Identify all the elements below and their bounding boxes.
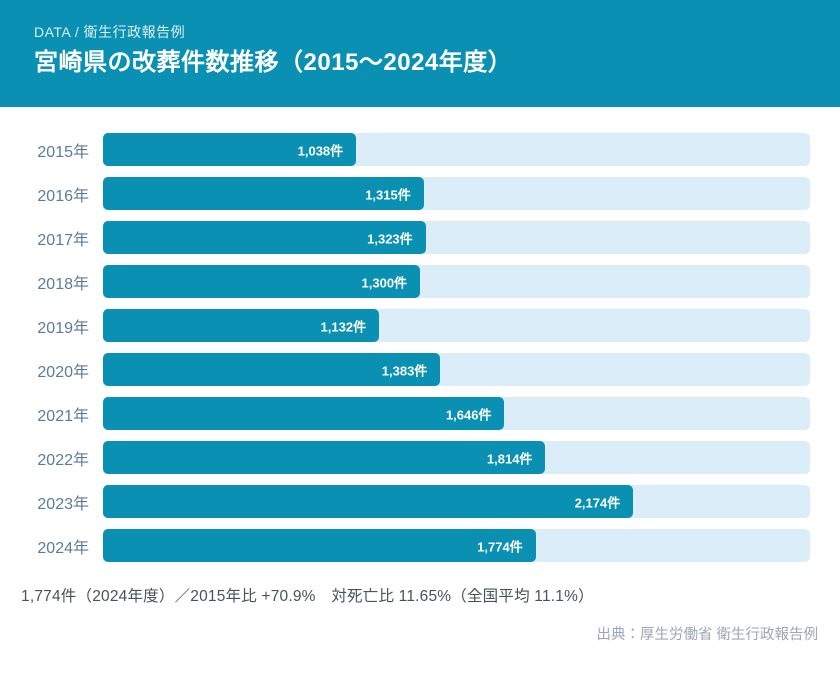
chart-row: 2023年 2,174件: [20, 485, 810, 518]
chart-row: 2015年 1,038件: [20, 133, 810, 166]
year-label: 2024年: [37, 539, 89, 557]
year-label: 2020年: [37, 363, 89, 381]
year-label: 2018年: [37, 275, 89, 293]
bar-value-label: 1,038件: [297, 143, 344, 158]
bar-track: 1,383件: [103, 353, 810, 386]
bar: 1,646件: [103, 397, 505, 430]
chart-row: 2022年 1,814件: [20, 441, 810, 474]
bar-chart: 2015年 1,038件 2016年 1,315件 2017年 1,323件 2018年 1,…: [0, 133, 840, 562]
bar-value-label: 1,132件: [320, 319, 367, 334]
bar-track: 1,300件: [103, 265, 810, 298]
chart-row: 2019年 1,132件: [20, 309, 810, 342]
bar: 1,132件: [103, 309, 380, 342]
year-label: 2023年: [37, 495, 89, 513]
bar: 1,315件: [103, 177, 424, 210]
bar-value-label: 1,323件: [367, 231, 413, 246]
chart-row: 2017年 1,323件: [20, 221, 810, 254]
year-label: 2019年: [37, 319, 89, 337]
bar-track: 1,814件: [103, 441, 810, 474]
year-label: 2022年: [37, 451, 89, 469]
bar: 1,814件: [103, 441, 546, 474]
year-label: 2016年: [37, 187, 89, 205]
bar: 1,300件: [103, 265, 421, 298]
chart-rows: 2015年 1,038件 2016年 1,315件 2017年 1,323件 2018年 1,…: [20, 133, 810, 562]
header-banner: DATA / 衛生行政報告例 宮崎県の改葬件数推移（2015〜2024年度）: [0, 0, 840, 107]
year-label: 2017年: [37, 231, 89, 249]
chart-row: 2020年 1,383件: [20, 353, 810, 386]
bar-track: 1,323件: [103, 221, 810, 254]
bar-value-label: 1,814件: [486, 451, 533, 466]
bar-value-label: 1,774件: [477, 539, 523, 554]
source-attribution: 出典：厚生労働省 衛生行政報告例: [596, 627, 818, 643]
chart-row: 2021年 1,646件: [20, 397, 810, 430]
bar: 1,383件: [103, 353, 441, 386]
bar-value-label: 2,174件: [574, 495, 621, 510]
bar-track: 1,774件: [103, 529, 810, 562]
bar-track: 1,038件: [103, 133, 810, 166]
bar: 1,323件: [103, 221, 426, 254]
bar-track: 1,315件: [103, 177, 810, 210]
page-title: 宮崎県の改葬件数推移（2015〜2024年度）: [34, 49, 513, 77]
summary-text: 1,774件（2024年度）／2015年比 +70.9% 対死亡比 11.65%…: [21, 588, 594, 605]
bar-value-label: 1,300件: [361, 275, 408, 290]
bar-track: 1,132件: [103, 309, 810, 342]
chart-row: 2024年 1,774件: [20, 529, 810, 562]
chart-row: 2016年 1,315件: [20, 177, 810, 210]
bar: 1,038件: [103, 133, 357, 166]
bar-value-label: 1,646件: [445, 407, 492, 422]
year-label: 2015年: [37, 143, 89, 161]
bar-value-label: 1,315件: [365, 187, 411, 202]
bar: 1,774件: [103, 529, 536, 562]
bar-value-label: 1,383件: [381, 363, 428, 378]
bar: 2,174件: [103, 485, 634, 518]
breadcrumb: DATA / 衛生行政報告例: [34, 24, 186, 40]
bar-track: 2,174件: [103, 485, 810, 518]
bar-track: 1,646件: [103, 397, 810, 430]
year-label: 2021年: [37, 407, 89, 425]
chart-row: 2018年 1,300件: [20, 265, 810, 298]
